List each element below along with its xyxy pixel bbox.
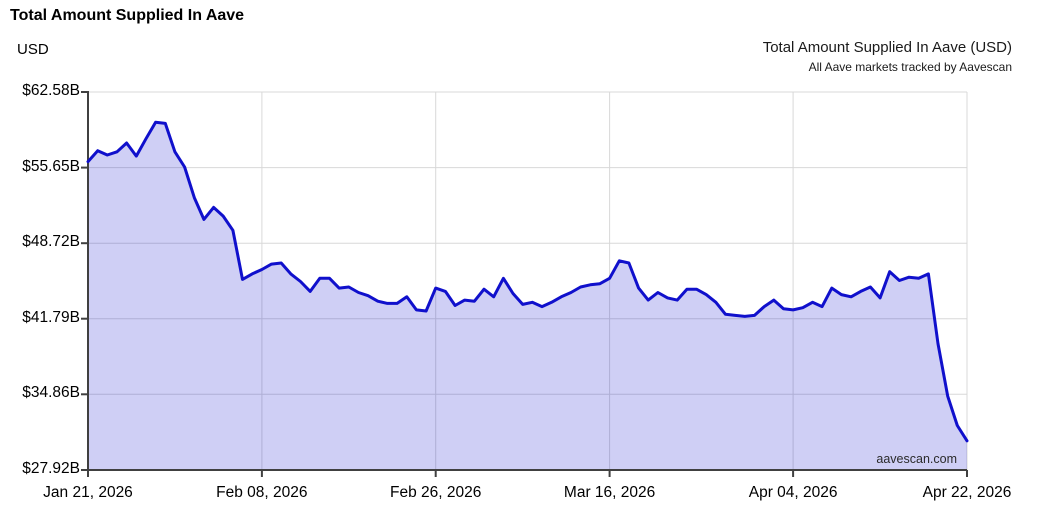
page-title: Total Amount Supplied In Aave: [10, 7, 245, 24]
y-axis-unit-label: USD: [17, 41, 49, 58]
x-tick-label: Feb 26, 2026: [390, 484, 482, 501]
y-tick-label: $41.79B: [22, 308, 80, 326]
area-fill: [88, 122, 967, 471]
x-tick-label: Mar 16, 2026: [563, 484, 656, 501]
x-tick-label: Apr 22, 2026: [922, 484, 1012, 501]
watermark: aavescan.com: [876, 452, 957, 466]
x-tick-label: Apr 04, 2026: [748, 484, 838, 501]
y-tick-label: $55.65B: [22, 157, 80, 175]
series-line[interactable]: [86, 120, 969, 443]
legend: Total Amount Supplied In Aave (USD) All …: [763, 39, 1012, 74]
y-tick-label: $27.92B: [22, 460, 80, 477]
legend-subtitle: All Aave markets tracked by Aavescan: [808, 60, 1012, 74]
y-tick-label: $34.86B: [22, 384, 80, 402]
legend-title: Total Amount Supplied In Aave (USD): [762, 39, 1012, 56]
y-tick-label: $62.58B: [22, 82, 80, 99]
y-tick-label: $48.72B: [22, 233, 80, 251]
x-tick-label: Feb 08, 2026: [216, 484, 308, 501]
x-tick-label: Jan 21, 2026: [43, 484, 133, 501]
